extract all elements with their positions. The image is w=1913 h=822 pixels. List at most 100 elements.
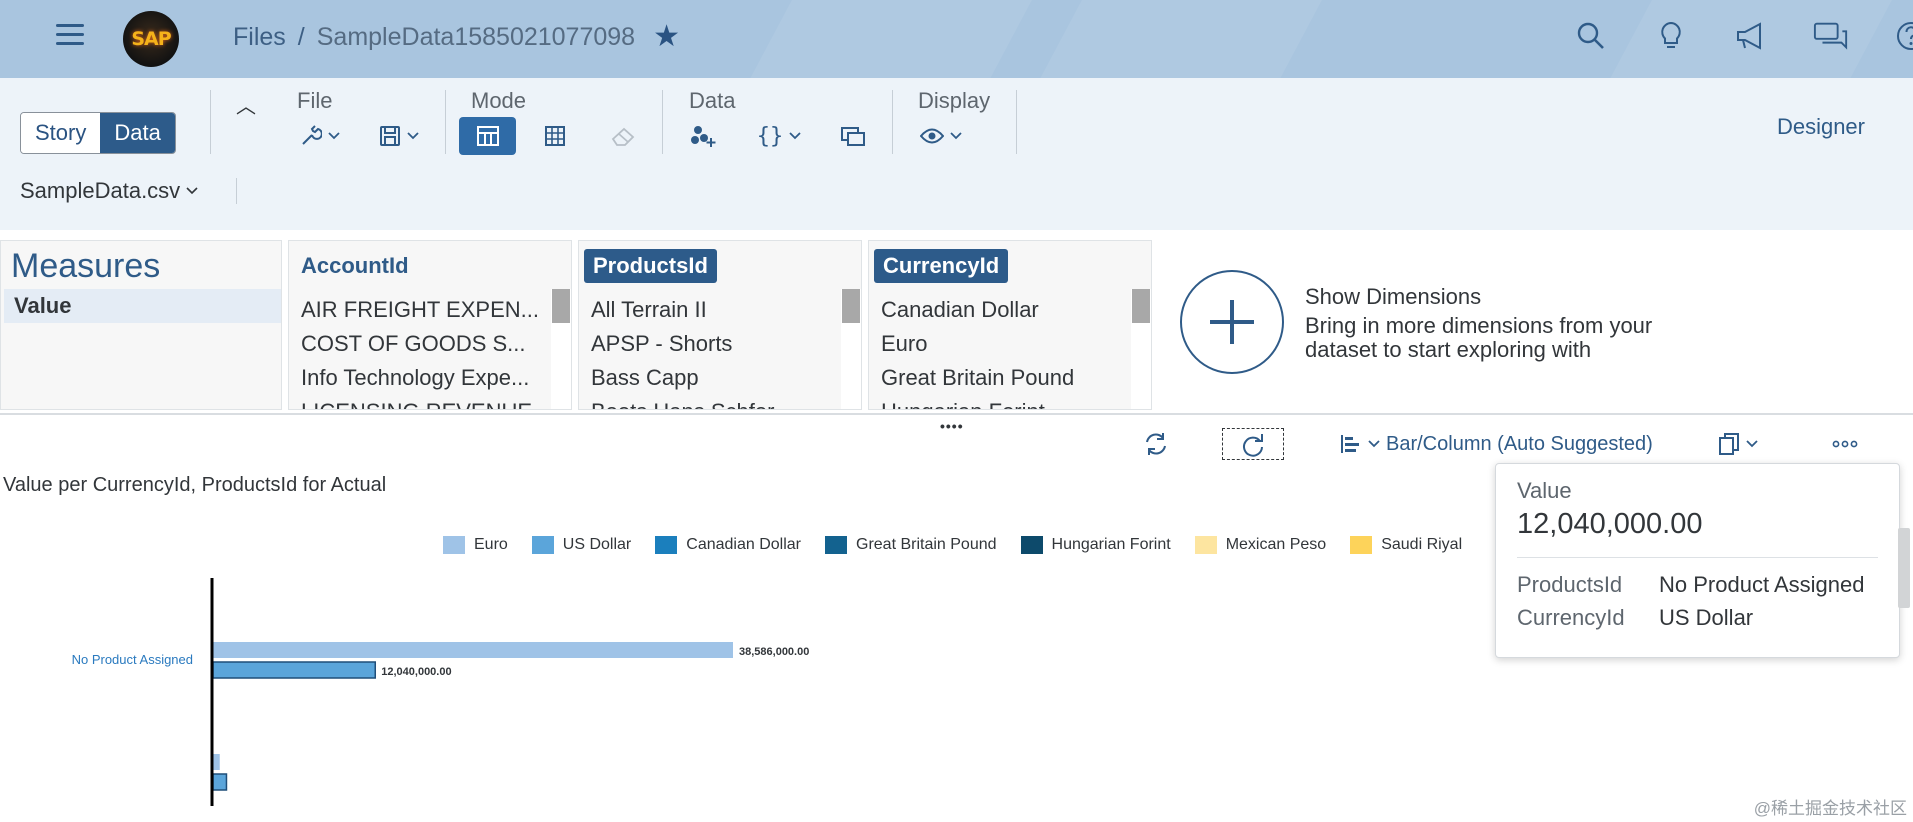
- tooltip-divider: [1517, 557, 1878, 558]
- plus-icon: [1210, 300, 1254, 344]
- list-item[interactable]: COST OF GOODS S...: [301, 331, 526, 356]
- legend-label: Canadian Dollar: [686, 536, 801, 553]
- breadcrumb-files-link[interactable]: Files: [233, 22, 286, 51]
- resize-grip[interactable]: ••••: [940, 418, 964, 434]
- products-title[interactable]: ProductsId: [584, 249, 717, 283]
- list-item[interactable]: LICENSING REVENUE: [301, 395, 541, 409]
- wrench-icon: [302, 125, 322, 145]
- data-group-label: Data: [689, 88, 736, 113]
- legend-item[interactable]: Saudi Riyal: [1350, 536, 1462, 554]
- bar[interactable]: [213, 754, 220, 770]
- measures-panel: Measures Value: [0, 240, 282, 410]
- chart-title: Value per CurrencyId, ProductsId for Act…: [3, 474, 387, 496]
- account-members: AIR FREIGHT EXPEN... COST OF GOODS S... …: [301, 293, 541, 409]
- show-dimensions-button[interactable]: [1180, 270, 1284, 374]
- reset-button[interactable]: [1222, 428, 1284, 460]
- copy-icon: [1719, 433, 1739, 455]
- scrollbar-thumb[interactable]: [552, 289, 570, 323]
- scrollbar-thumb[interactable]: [1132, 289, 1150, 323]
- scrollbar[interactable]: [841, 289, 861, 409]
- chevron-down-icon: [1368, 440, 1380, 448]
- more-options-button[interactable]: [1832, 428, 1858, 460]
- data-button[interactable]: Data: [100, 113, 175, 153]
- copy-layers-icon: [841, 127, 865, 146]
- show-dimensions-title: Show Dimensions: [1305, 284, 1482, 309]
- chart-scrollbar[interactable]: [1898, 528, 1910, 608]
- layers-button[interactable]: [833, 117, 873, 155]
- legend-item[interactable]: Great Britain Pound: [825, 536, 997, 554]
- grid-mode-button[interactable]: [532, 117, 577, 155]
- formula-menu-button[interactable]: {}: [753, 117, 805, 155]
- tools-menu-button[interactable]: [296, 117, 344, 155]
- redo-icon: [1243, 434, 1263, 457]
- add-dimension-button[interactable]: [683, 117, 725, 155]
- collapse-toolbar-icon[interactable]: ︿: [236, 96, 256, 118]
- list-item[interactable]: APSP - Shorts: [591, 331, 733, 356]
- breadcrumb-current: SampleData1585021077098: [316, 22, 636, 51]
- toolbar-divider: [445, 90, 446, 154]
- scrollbar[interactable]: [551, 289, 571, 409]
- display-menu-button[interactable]: [915, 117, 967, 155]
- sap-logo[interactable]: SAP: [123, 11, 179, 67]
- measure-item[interactable]: Value: [4, 289, 281, 323]
- feedback-icon[interactable]: [1813, 18, 1849, 54]
- legend-swatch: [1194, 536, 1217, 554]
- data-source-selector[interactable]: SampleData.csv: [20, 178, 198, 204]
- account-title[interactable]: AccountId: [301, 253, 409, 278]
- legend-item[interactable]: Hungarian Forint: [1020, 536, 1171, 554]
- list-item[interactable]: Boots Hans Schfor: [591, 395, 831, 409]
- list-item[interactable]: AIR FREIGHT EXPEN...: [301, 297, 539, 322]
- legend-item[interactable]: US Dollar: [531, 536, 631, 554]
- designer-button[interactable]: Designer: [1776, 114, 1865, 139]
- chart-type-selector[interactable]: Bar/Column (Auto Suggested): [1340, 428, 1653, 460]
- chart-type-label: Bar/Column (Auto Suggested): [1386, 432, 1653, 455]
- list-item[interactable]: Great Britain Pound: [881, 365, 1075, 390]
- list-item[interactable]: Euro: [881, 331, 928, 356]
- search-icon[interactable]: [1573, 18, 1609, 54]
- list-item[interactable]: Canadian Dollar: [881, 297, 1039, 322]
- category-label[interactable]: No Product Assigned: [72, 652, 193, 667]
- refresh-button[interactable]: [1140, 428, 1172, 460]
- scrollbar-thumb[interactable]: [842, 289, 860, 323]
- megaphone-icon[interactable]: [1733, 18, 1769, 54]
- list-item[interactable]: Bass Capp: [591, 365, 699, 390]
- chevron-down-icon: [407, 132, 419, 140]
- bar[interactable]: [212, 773, 228, 791]
- legend-item[interactable]: Canadian Dollar: [655, 536, 801, 554]
- legend-swatch: [1350, 536, 1373, 554]
- hierarchy-add-icon: [691, 126, 716, 147]
- list-item[interactable]: Info Technology Expe...: [301, 365, 530, 390]
- scrollbar[interactable]: [1131, 289, 1151, 409]
- exploration-mode-button[interactable]: [459, 117, 516, 155]
- menu-icon[interactable]: [52, 20, 88, 50]
- list-item[interactable]: Hungarian Forint: [881, 395, 1121, 409]
- logo-text: SAP: [131, 28, 171, 50]
- legend-swatch: [655, 536, 678, 554]
- overflow-icon: [1832, 440, 1858, 448]
- bar[interactable]: [213, 642, 733, 658]
- save-menu-button[interactable]: [375, 117, 423, 155]
- star-icon[interactable]: ★: [653, 20, 680, 53]
- list-item[interactable]: All Terrain II: [591, 297, 707, 322]
- legend-label: Saudi Riyal: [1381, 536, 1463, 553]
- grid-icon: [544, 126, 565, 146]
- tooltip-key: ProductsId: [1517, 572, 1623, 597]
- account-panel: AccountId AIR FREIGHT EXPEN... COST OF G…: [288, 240, 572, 410]
- mode-group-label: Mode: [471, 88, 527, 113]
- tooltip-value: No Product Assigned: [1659, 572, 1865, 597]
- chevron-down-icon: [1746, 440, 1758, 448]
- help-icon[interactable]: [1893, 18, 1913, 54]
- currency-title[interactable]: CurrencyId: [874, 249, 1009, 283]
- lightbulb-icon[interactable]: [1653, 18, 1689, 54]
- story-data-toggle: Story Data: [20, 112, 176, 154]
- panel-splitter[interactable]: [0, 413, 1913, 415]
- currency-members: Canadian Dollar Euro Great Britain Pound…: [881, 293, 1121, 409]
- currency-panel: CurrencyId Canadian Dollar Euro Great Br…: [868, 240, 1152, 410]
- copy-menu-button[interactable]: [1718, 428, 1758, 460]
- story-button[interactable]: Story: [21, 113, 101, 153]
- chevron-down-icon: [950, 132, 962, 140]
- erase-mode-button[interactable]: [600, 117, 645, 155]
- bar[interactable]: [212, 661, 377, 679]
- legend-item[interactable]: Mexican Peso: [1194, 536, 1326, 554]
- legend-item[interactable]: Euro: [443, 536, 508, 554]
